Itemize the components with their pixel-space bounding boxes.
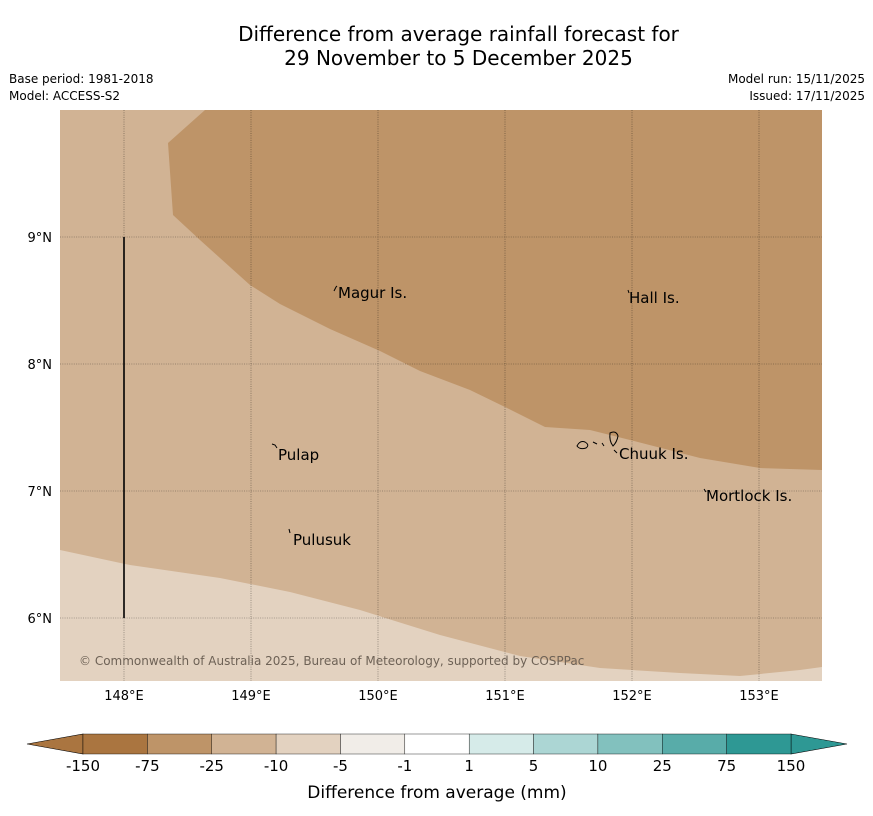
issued-date: Issued: 17/11/2025 <box>749 89 865 103</box>
colorbar-swatch <box>662 733 727 755</box>
anomaly-band-minus-10 <box>60 550 822 681</box>
colorbar-tick-label: 10 <box>588 757 607 775</box>
lon-tick-label: 153°E <box>739 689 779 704</box>
lon-tick-label: 152°E <box>612 689 652 704</box>
anomaly-band-minus-75 <box>168 110 822 470</box>
colorbar-tick-label: 5 <box>529 757 539 775</box>
colorbar-tick-label: -10 <box>264 757 289 775</box>
colorbar-over-arrow <box>790 733 848 755</box>
colorbar-swatch <box>275 733 341 755</box>
island-outlines <box>271 285 707 534</box>
place-label: Chuuk Is. <box>619 445 688 463</box>
colorbar-swatch <box>597 733 663 755</box>
lat-tick-label: 6°N <box>28 612 53 627</box>
base-period: Base period: 1981-2018 <box>9 72 154 86</box>
colorbar-tick-label: 150 <box>777 757 806 775</box>
island-pulusuk <box>288 528 291 534</box>
island-mortlock <box>703 488 707 493</box>
model-name: Model: ACCESS-S2 <box>9 89 121 103</box>
colorbar-tick-label: -75 <box>135 757 160 775</box>
colorbar-swatch <box>82 733 148 755</box>
island-pulap <box>271 443 278 449</box>
longitude-labels: 148°E 149°E 150°E 151°E 152°E 153°E <box>104 689 779 704</box>
island-magur <box>333 285 338 292</box>
colorbar-swatch <box>340 733 406 755</box>
title-line-1: Difference from average rainfall forecas… <box>238 22 679 46</box>
meta-right: Model run: 15/11/2025 Issued: 17/11/2025 <box>728 71 865 105</box>
colorbar-tick-labels: -150 -75 -25 -10 -5 -1 1 5 10 25 75 150 <box>66 757 805 775</box>
place-label: Pulap <box>278 446 319 464</box>
colorbar-tick-label: -5 <box>333 757 348 775</box>
place-label: Hall Is. <box>629 289 680 307</box>
map-area: Magur Is. Hall Is. Pulap Chuuk Is. Mortl… <box>60 110 822 681</box>
colorbar-swatch <box>404 733 470 755</box>
gridlines <box>60 110 822 681</box>
colorbar-swatch <box>147 733 212 755</box>
lat-tick-label: 8°N <box>28 358 53 373</box>
chart-title: Difference from average rainfall forecas… <box>0 22 873 70</box>
colorbar-tick-label: -150 <box>66 757 100 775</box>
colorbar-tick-label: 1 <box>464 757 474 775</box>
island-hall <box>627 289 630 294</box>
lat-tick-label: 9°N <box>28 231 53 246</box>
model-run: Model run: 15/11/2025 <box>727 72 865 86</box>
colorbar: -150 -75 -25 -10 -5 -1 1 5 10 25 75 150 Difference … <box>26 733 848 803</box>
lon-tick-label: 148°E <box>104 689 144 704</box>
island-chuuk-2 <box>609 431 619 447</box>
colorbar-swatches <box>82 733 792 755</box>
lon-tick-label: 151°E <box>485 689 525 704</box>
colorbar-swatch <box>533 733 599 755</box>
place-label: Pulusuk <box>293 531 351 549</box>
latitude-labels: 9°N 8°N 7°N 6°N <box>28 231 53 627</box>
colorbar-under-arrow <box>26 733 84 755</box>
colorbar-tick-label: -25 <box>199 757 224 775</box>
colorbar-tick-label: -1 <box>397 757 412 775</box>
island-chuuk-3 <box>592 441 618 454</box>
colorbar-tick-label: 75 <box>717 757 736 775</box>
place-labels: Magur Is. Hall Is. Pulap Chuuk Is. Mortl… <box>278 284 792 549</box>
colorbar-swatch <box>468 733 534 755</box>
lon-tick-label: 149°E <box>231 689 271 704</box>
lat-tick-label: 7°N <box>28 485 53 500</box>
colorbar-tick-label: 25 <box>653 757 672 775</box>
lon-tick-label: 150°E <box>358 689 398 704</box>
colorbar-swatch <box>211 733 277 755</box>
title-line-2: 29 November to 5 December 2025 <box>284 46 633 70</box>
place-label: Magur Is. <box>338 284 407 302</box>
island-chuuk-1 <box>576 441 589 450</box>
place-label: Mortlock Is. <box>706 487 792 505</box>
colorbar-label: Difference from average (mm) <box>307 783 566 803</box>
meta-left: Base period: 1981-2018 Model: ACCESS-S2 <box>9 71 154 105</box>
copyright-notice: © Commonwealth of Australia 2025, Bureau… <box>79 654 584 668</box>
colorbar-swatch <box>726 733 792 755</box>
